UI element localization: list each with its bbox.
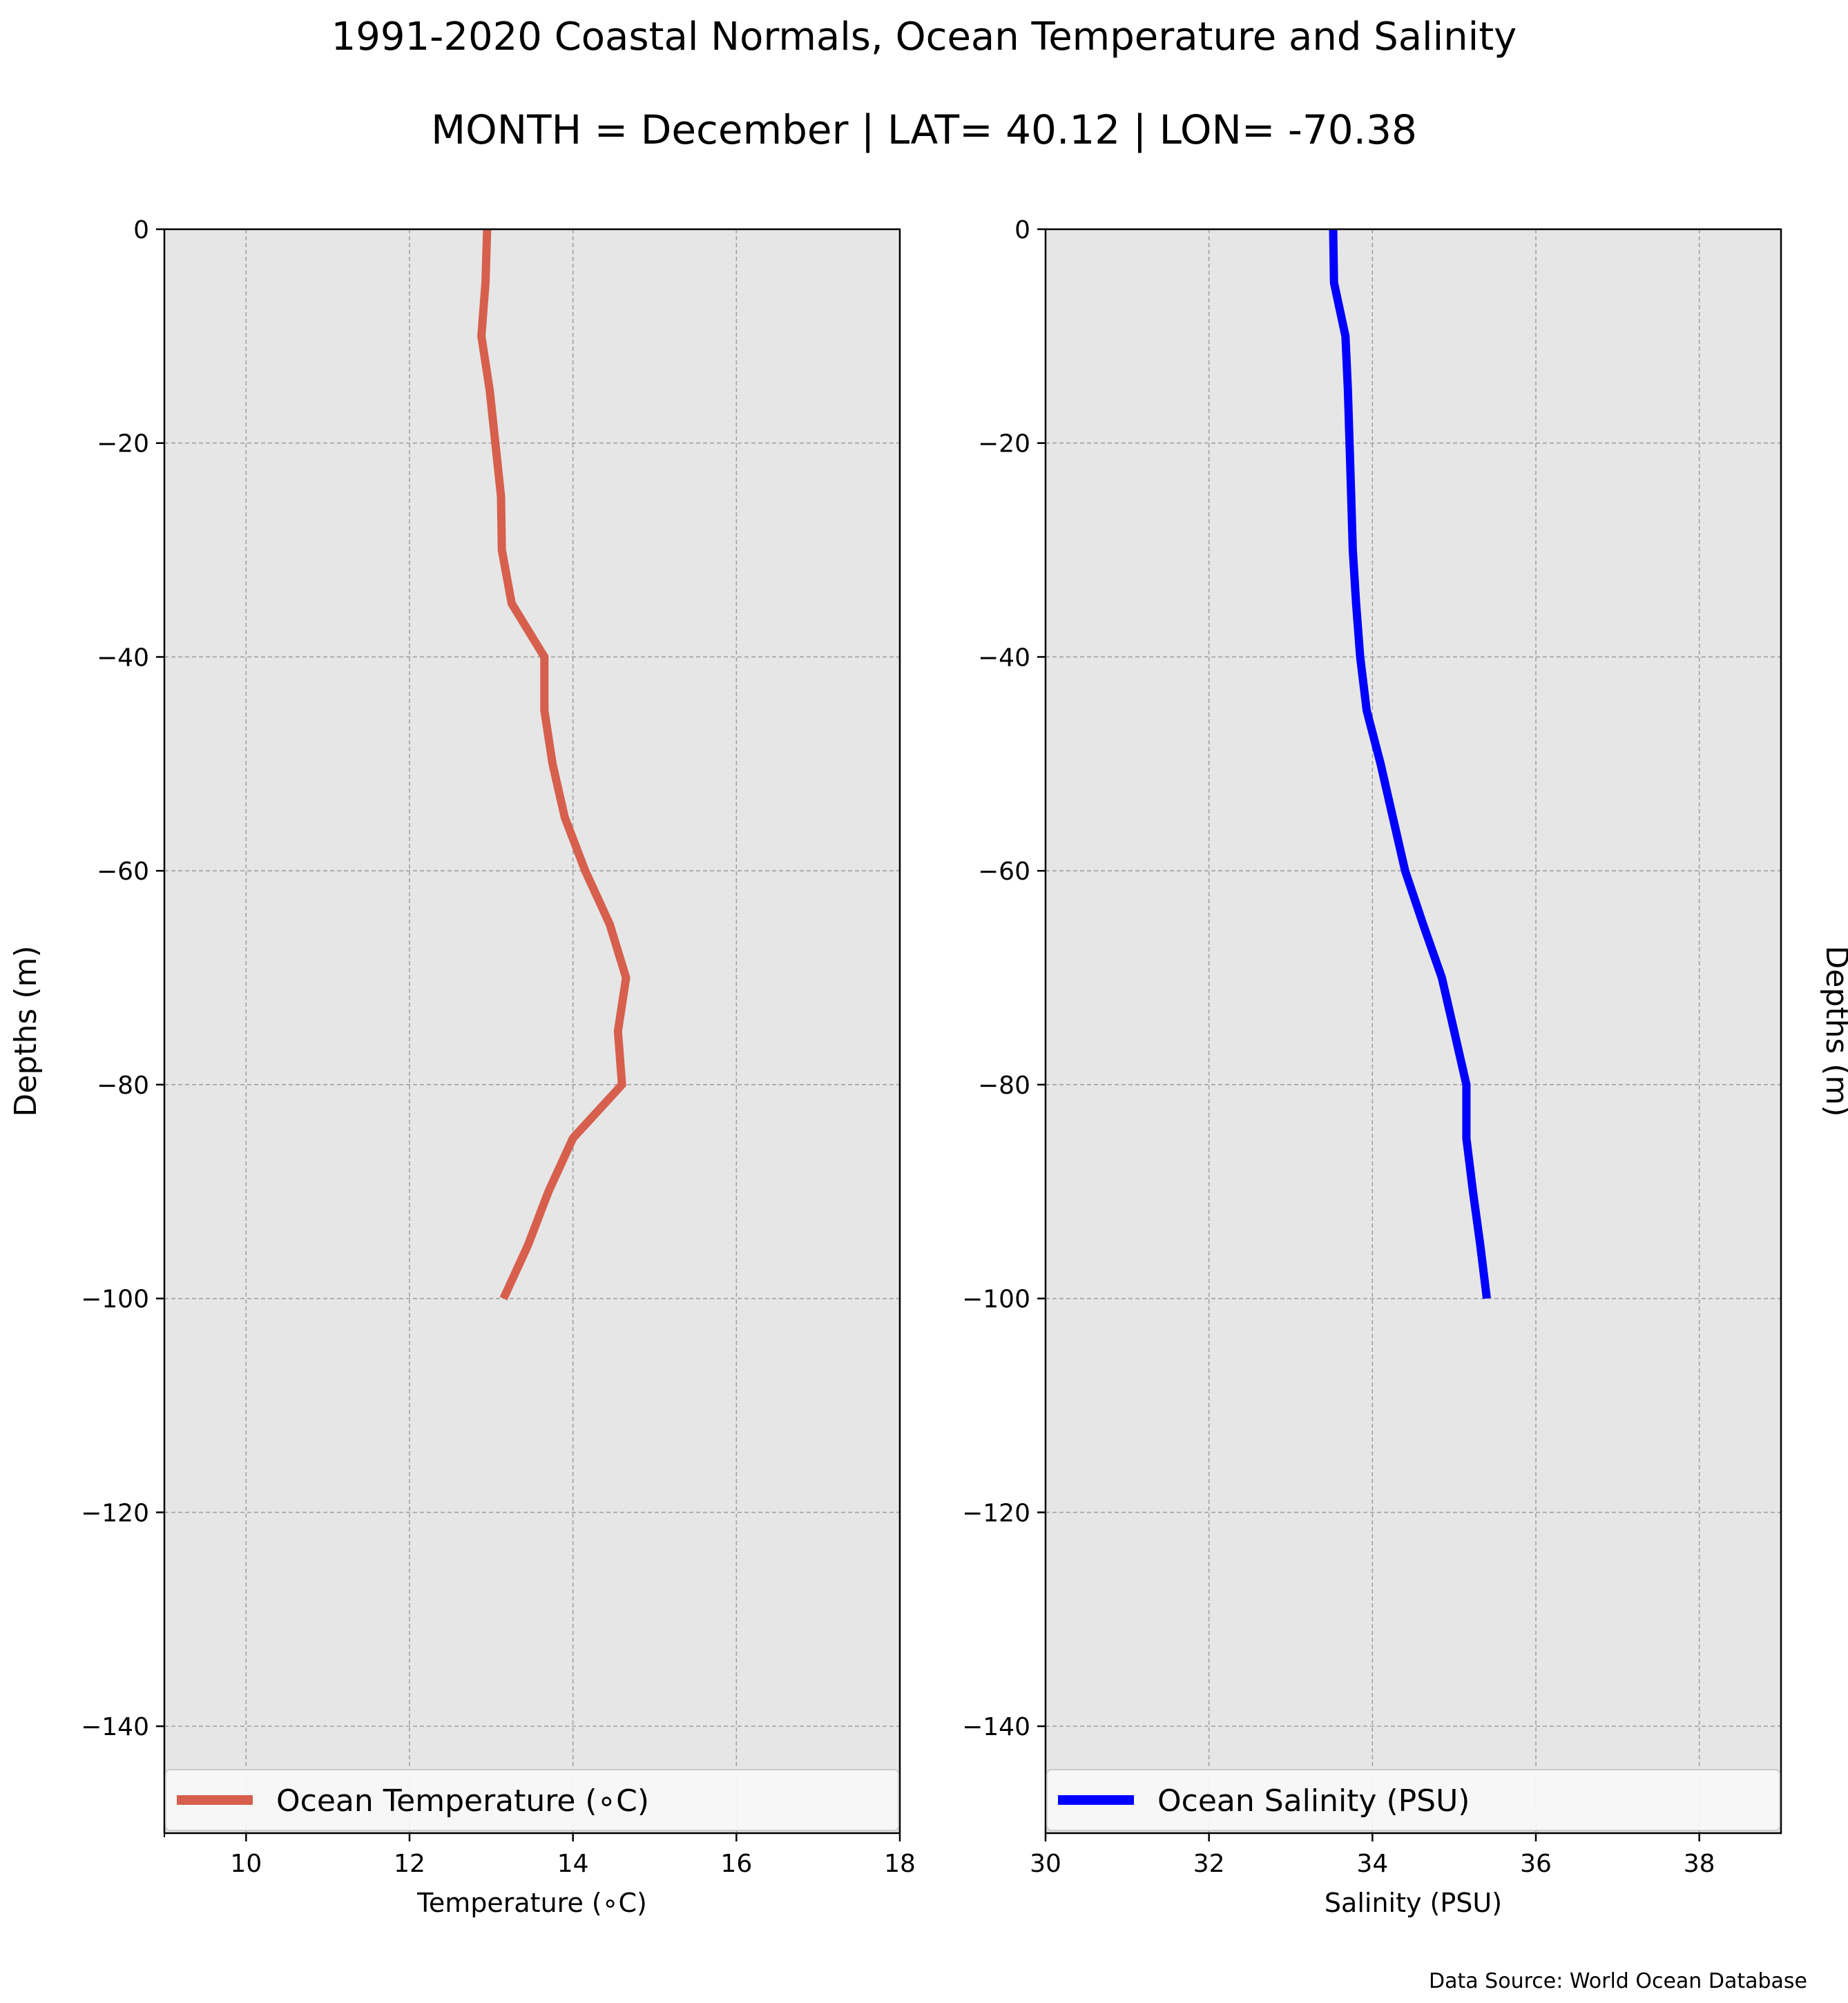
salinity-y-tick-label: −40 — [978, 644, 1030, 672]
temperature-y-tick-label: −40 — [97, 644, 149, 672]
salinity-x-axis-label: Salinity (PSU) — [1325, 1888, 1502, 1918]
salinity-y-tick-label: −20 — [978, 430, 1030, 458]
salinity-x-tick-label: 34 — [1356, 1850, 1388, 1878]
salinity-y-axis-label: Depths (m) — [1819, 945, 1848, 1116]
salinity-x-tick-label: 32 — [1193, 1850, 1225, 1878]
temperature-x-tick-label: 14 — [557, 1850, 589, 1878]
salinity-x-tick-label: 30 — [1030, 1850, 1061, 1878]
temperature-x-tick-label: 12 — [394, 1850, 425, 1878]
salinity-x-tick-label: 36 — [1520, 1850, 1552, 1878]
temperature-legend: Ocean Temperature (∘C) — [165, 1769, 899, 1831]
temperature-y-tick-label: −100 — [81, 1286, 149, 1314]
salinity-plot-area — [1046, 229, 1781, 1833]
figure-title: 1991-2020 Coastal Normals, Ocean Tempera… — [331, 14, 1517, 59]
salinity-x-tick-label: 38 — [1684, 1850, 1715, 1878]
salinity-legend: Ocean Salinity (PSU) — [1046, 1769, 1780, 1831]
temperature-y-tick-label: −120 — [81, 1499, 149, 1527]
figure-subtitle: MONTH = December | LAT= 40.12 | LON= -70… — [431, 106, 1417, 153]
temperature-x-axis-label: Temperature (∘C) — [416, 1888, 647, 1918]
temperature-y-tick-label: −140 — [81, 1713, 149, 1741]
data-source-note: Data Source: World Ocean Database — [1429, 1969, 1807, 1993]
salinity-y-tick-label: −120 — [962, 1499, 1030, 1527]
salinity-legend-label: Ocean Salinity (PSU) — [1157, 1783, 1470, 1819]
salinity-legend-box — [1046, 1769, 1780, 1831]
temperature-y-tick-label: −60 — [97, 858, 149, 886]
salinity-panel: 30 32 34 36 38 0 −20 −40 −60 −80 −100 −120 −140 Salin… — [962, 216, 1848, 1918]
salinity-y-tick-label: −60 — [978, 858, 1030, 886]
temperature-y-tick-label: −20 — [97, 430, 149, 458]
temperature-x-tick-label: 10 — [230, 1850, 262, 1878]
salinity-series-line — [1329, 229, 1491, 1299]
salinity-axes-frame — [1044, 228, 1782, 1835]
temperature-legend-box — [165, 1769, 899, 1831]
temperature-series-line — [477, 229, 631, 1301]
temperature-y-axis-label: Depths (m) — [8, 945, 44, 1116]
temperature-x-tick-label: 16 — [720, 1850, 752, 1878]
temperature-x-tick-label: 18 — [884, 1850, 916, 1878]
salinity-y-tick-label: −100 — [962, 1286, 1030, 1314]
temperature-legend-label: Ocean Temperature (∘C) — [276, 1783, 649, 1819]
temperature-panel: 10 12 14 16 18 0 −20 −40 −60 −80 −100 −120 −140 Tempe… — [8, 216, 916, 1918]
temperature-plot-area — [164, 229, 900, 1833]
temperature-y-tick-label: 0 — [133, 216, 149, 244]
temperature-axes-frame — [163, 228, 901, 1835]
salinity-y-tick-label: −80 — [978, 1072, 1030, 1100]
salinity-y-tick-label: 0 — [1014, 216, 1030, 244]
salinity-y-tick-label: −140 — [962, 1713, 1030, 1741]
temperature-y-tick-label: −80 — [97, 1072, 149, 1100]
